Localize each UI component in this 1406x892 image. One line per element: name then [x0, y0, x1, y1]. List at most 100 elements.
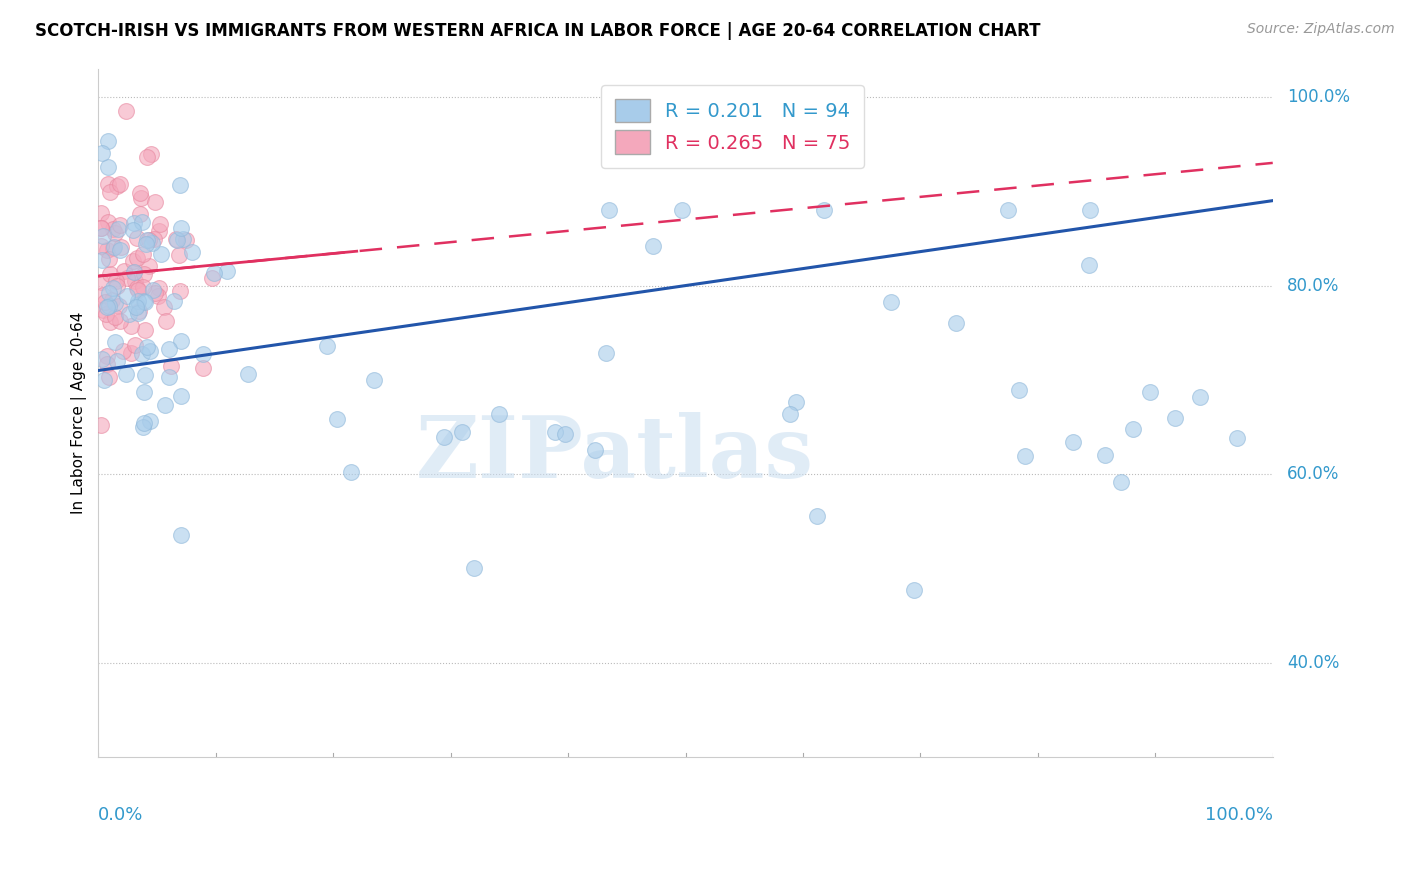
Point [174, 233, 197, 247]
Point [135, 233, 157, 247]
Point [107, 354, 129, 368]
Point [120, 319, 142, 334]
Point [1226, 431, 1249, 445]
Text: 0.0%: 0.0% [98, 805, 143, 823]
Point [201, 271, 224, 285]
Point [217, 264, 239, 278]
Point [132, 279, 155, 293]
Point [945, 316, 967, 330]
Point [785, 395, 807, 409]
Point [103, 240, 125, 254]
Point [108, 218, 131, 232]
Point [103, 280, 125, 294]
Point [880, 295, 903, 310]
Point [134, 267, 156, 281]
Point [115, 367, 138, 381]
Point [90, 418, 112, 433]
Point [598, 203, 620, 218]
Point [1078, 258, 1101, 272]
Point [98, 267, 121, 281]
Point [149, 217, 172, 231]
Point [127, 280, 149, 294]
Point [101, 221, 124, 235]
Point [104, 226, 127, 240]
Point [148, 224, 170, 238]
Point [433, 430, 456, 444]
Point [191, 347, 214, 361]
Point [97, 215, 120, 229]
Point [90, 275, 112, 289]
Point [488, 407, 510, 421]
Point [595, 345, 617, 359]
Point [142, 231, 165, 245]
Point [96, 349, 118, 363]
Point [135, 237, 157, 252]
Point [157, 369, 180, 384]
Point [1139, 385, 1161, 400]
Point [124, 274, 146, 288]
Point [97, 160, 120, 174]
Point [108, 177, 131, 191]
Point [1014, 449, 1036, 463]
Point [103, 335, 125, 350]
Text: Source: ZipAtlas.com: Source: ZipAtlas.com [1247, 22, 1395, 37]
Point [1121, 422, 1143, 436]
Point [202, 266, 225, 280]
Point [125, 231, 148, 245]
Text: 80.0%: 80.0% [1286, 277, 1339, 294]
Point [104, 295, 127, 310]
Point [90, 221, 112, 235]
Point [91, 228, 114, 243]
Point [149, 247, 172, 261]
Point [103, 310, 125, 324]
Point [181, 245, 204, 260]
Point [1163, 411, 1185, 425]
Point [107, 299, 129, 313]
Point [110, 243, 132, 257]
Point [1109, 475, 1132, 489]
Point [124, 338, 146, 352]
Point [128, 303, 150, 318]
Point [96, 244, 118, 258]
Point [463, 560, 485, 574]
Point [167, 248, 190, 262]
Point [90, 239, 112, 253]
Point [100, 186, 122, 200]
Y-axis label: In Labor Force | Age 20-64: In Labor Force | Age 20-64 [72, 312, 87, 514]
Point [111, 344, 134, 359]
Point [125, 251, 148, 265]
Point [110, 240, 132, 254]
Point [169, 284, 191, 298]
Point [363, 373, 385, 387]
Point [1188, 390, 1211, 404]
Point [135, 150, 157, 164]
Point [90, 352, 112, 367]
Point [129, 191, 152, 205]
Point [170, 334, 193, 348]
Point [170, 528, 193, 542]
Point [115, 271, 138, 285]
Point [128, 186, 150, 200]
Point [105, 278, 128, 293]
Point [1078, 203, 1101, 218]
Point [779, 407, 801, 421]
Point [544, 425, 567, 439]
Point [451, 425, 474, 439]
Point [97, 134, 120, 148]
Point [97, 299, 120, 313]
Point [120, 345, 142, 359]
Point [115, 288, 138, 302]
Point [96, 307, 118, 321]
Point [166, 233, 188, 247]
Point [90, 253, 112, 268]
Point [1094, 448, 1116, 462]
Point [101, 293, 124, 307]
Point [98, 285, 121, 300]
Point [339, 465, 361, 479]
Point [127, 293, 149, 308]
Point [141, 235, 163, 250]
Point [143, 194, 166, 209]
Point [813, 203, 835, 218]
Point [91, 287, 114, 301]
Point [90, 146, 112, 161]
